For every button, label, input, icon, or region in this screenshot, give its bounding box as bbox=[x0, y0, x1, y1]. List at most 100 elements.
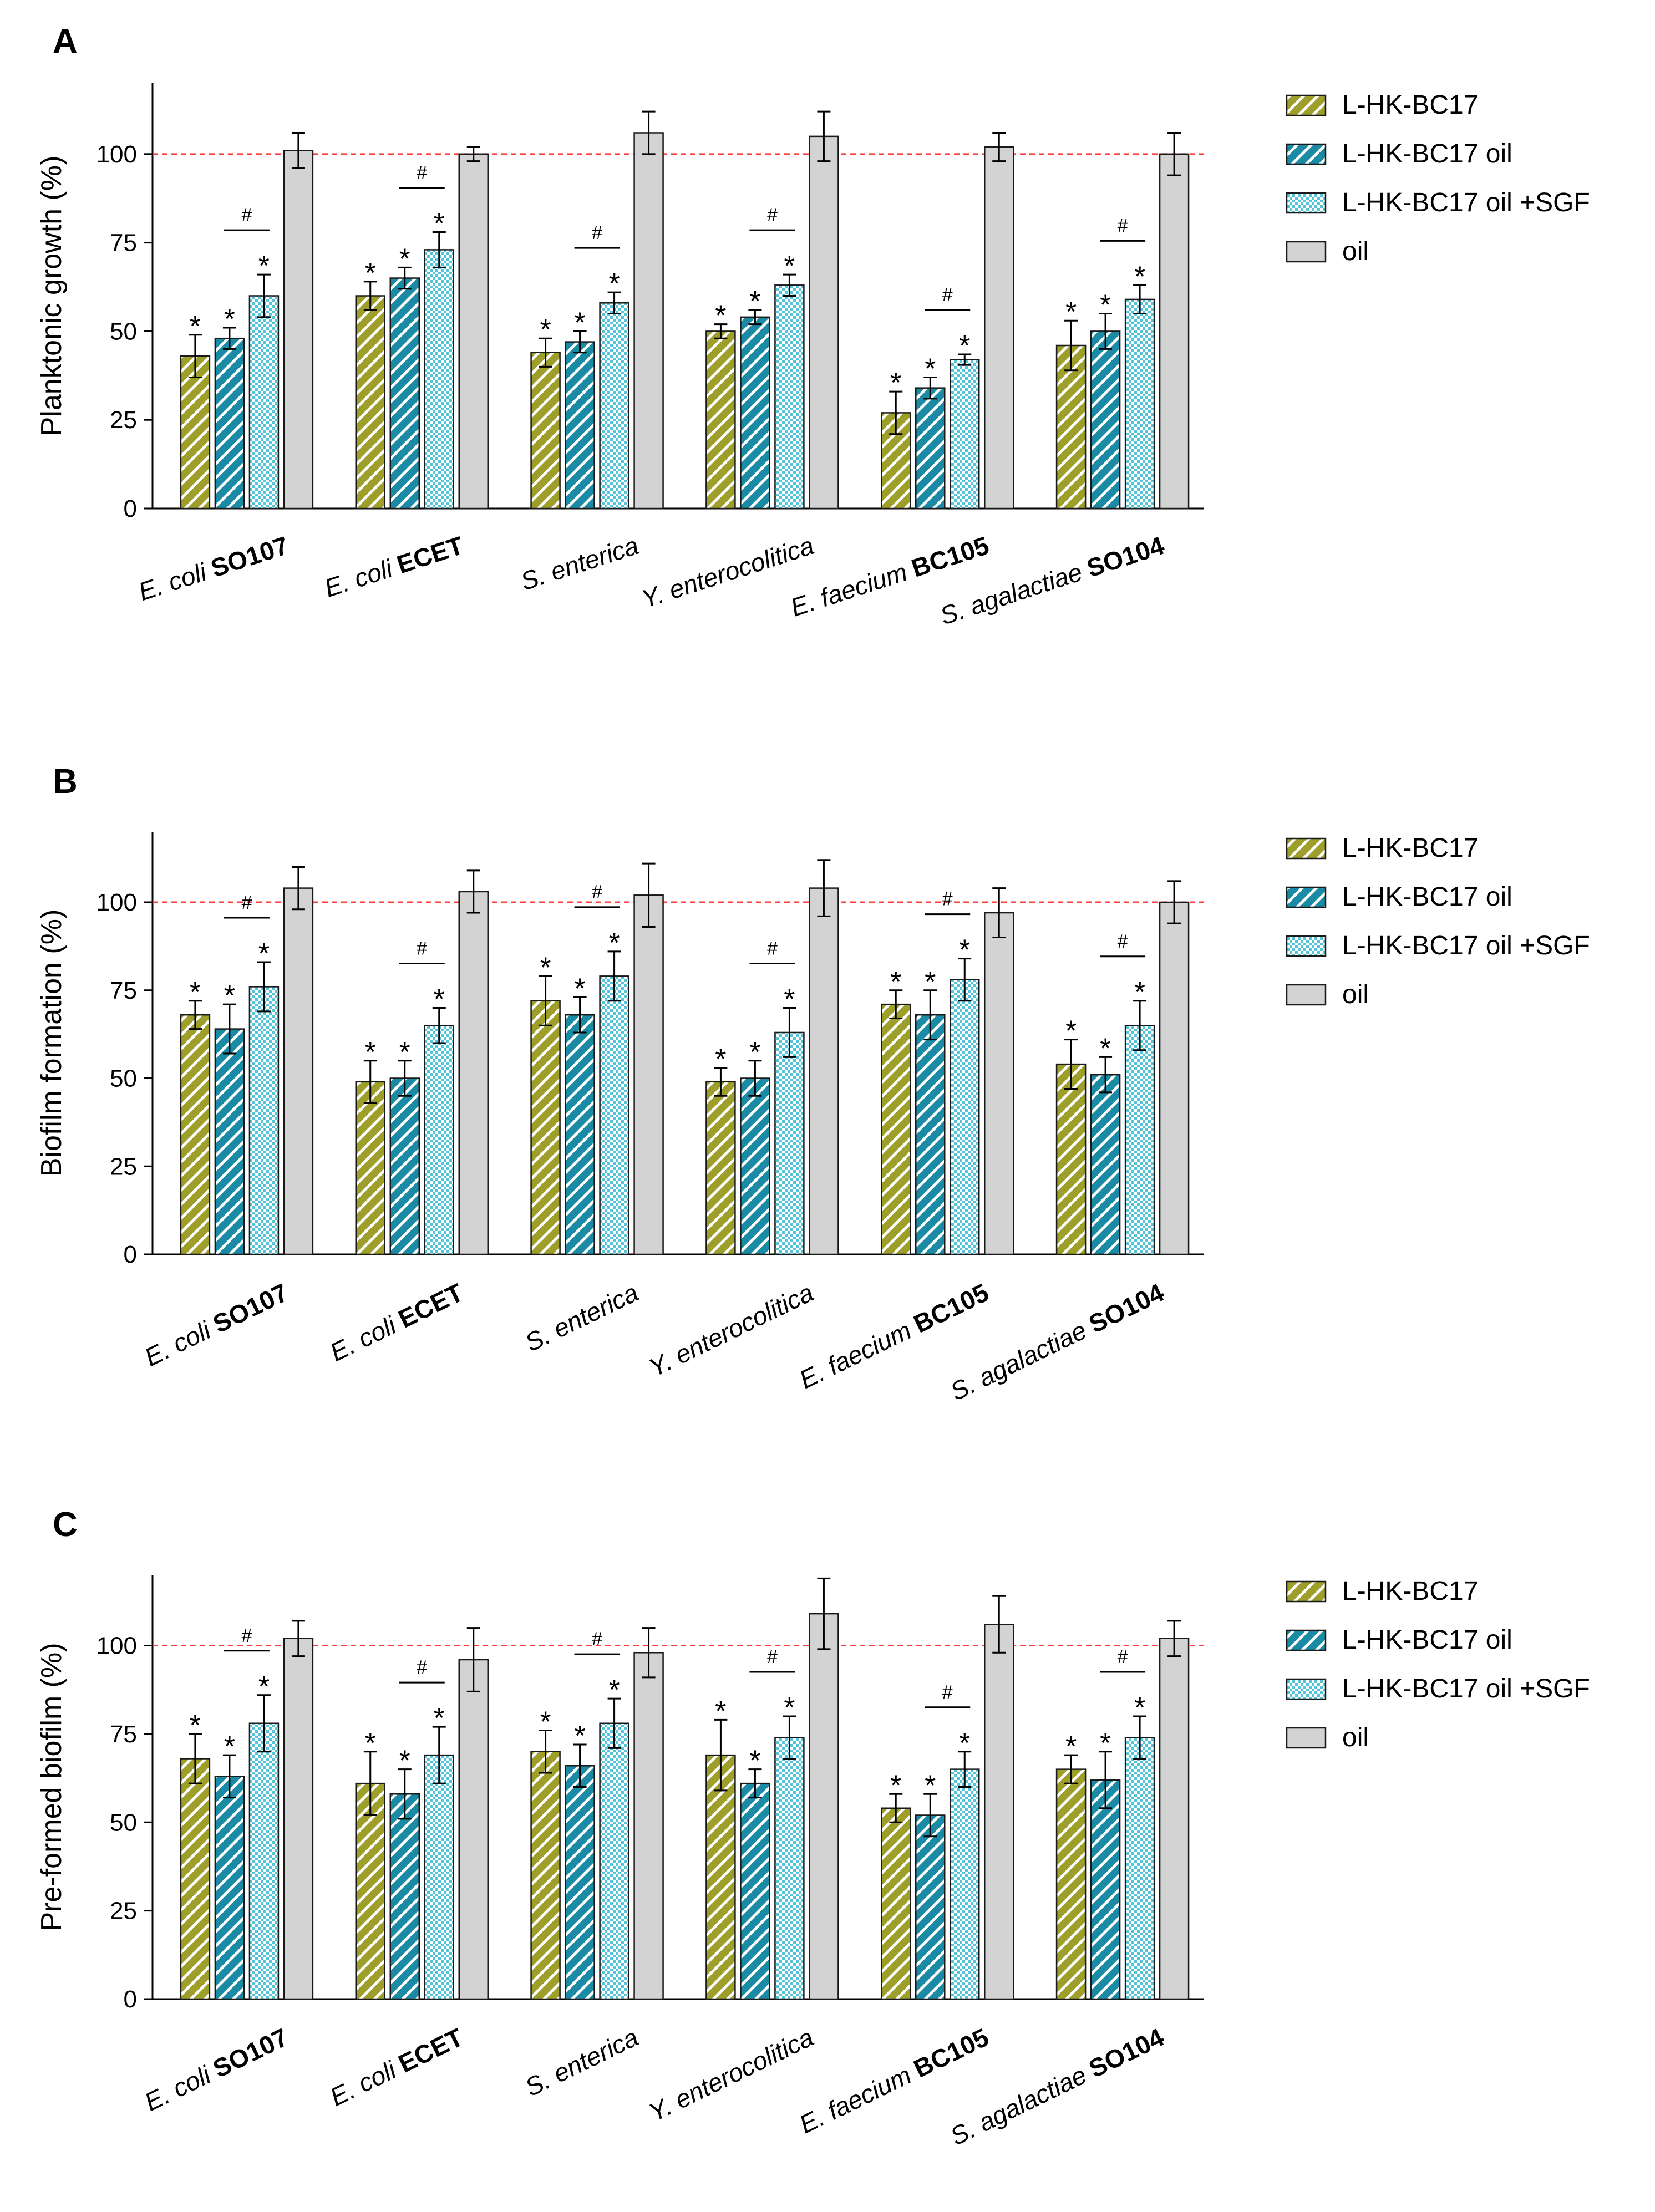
x-tick-strain: SO104 bbox=[1084, 1278, 1169, 1339]
legend-swatch bbox=[1286, 886, 1327, 908]
x-tick-label: E. coliECET bbox=[326, 1278, 468, 1367]
legend-label: L-HK-BC17 oil bbox=[1342, 139, 1512, 169]
bar-group: ***#Y. enterocolitica bbox=[644, 859, 839, 1382]
chart-panel-C: C Pre-formed biofilm (%) 0 25 50 75 100 * * * # E. … bbox=[35, 1506, 1590, 2151]
legend-label: L-HK-BC17 oil +SGF bbox=[1342, 1674, 1590, 1704]
bar-group: * * * # E. coliSO107 bbox=[140, 1620, 314, 2117]
x-tick-label: E. coliECET bbox=[326, 2022, 468, 2112]
bar bbox=[1124, 298, 1155, 510]
significance-star: * bbox=[749, 286, 760, 318]
hash-marker: # bbox=[767, 938, 778, 959]
significance-star: * bbox=[890, 966, 901, 998]
y-tick-label: 100 bbox=[97, 141, 137, 168]
bar bbox=[248, 295, 280, 510]
bar bbox=[881, 1807, 911, 2000]
bar bbox=[633, 132, 664, 510]
significance-star: * bbox=[434, 207, 445, 240]
significance-star: * bbox=[749, 1036, 760, 1069]
legend-swatch bbox=[1286, 1580, 1327, 1603]
bar-group: ***#Y. enterocolitica bbox=[644, 1577, 839, 2127]
x-tick-species: E. faecium bbox=[787, 557, 911, 622]
significance-star: * bbox=[1100, 1033, 1111, 1065]
bar bbox=[984, 146, 1014, 510]
y-tick-label: 25 bbox=[110, 406, 137, 434]
bar bbox=[530, 352, 561, 510]
legend: L-HK-BC17 L-HK-BC17 oil L-HK-BC17 oil +SGF… bbox=[1286, 833, 1590, 1009]
bar bbox=[599, 1722, 629, 2000]
hash-marker: # bbox=[241, 1625, 252, 1646]
hash-marker: # bbox=[417, 1657, 427, 1678]
bar bbox=[915, 1014, 946, 1255]
bar bbox=[355, 1081, 385, 1255]
significance-star: * bbox=[608, 268, 620, 300]
bar bbox=[984, 1624, 1014, 2000]
significance-star: * bbox=[715, 1043, 726, 1075]
legend-swatch bbox=[1286, 1678, 1327, 1700]
bar bbox=[1124, 1025, 1155, 1255]
x-tick-strain: SO104 bbox=[1084, 2022, 1169, 2083]
legend-label: oil bbox=[1342, 980, 1369, 1009]
significance-star: * bbox=[1100, 289, 1111, 321]
y-tick-label: 100 bbox=[97, 889, 137, 916]
bar bbox=[283, 150, 314, 510]
significance-star: * bbox=[890, 367, 901, 399]
bar-group: * * * # E. coliECET bbox=[326, 869, 489, 1367]
hash-marker: # bbox=[417, 162, 427, 183]
x-tick-strain: BC105 bbox=[909, 1278, 993, 1339]
panel-letter: C bbox=[53, 1506, 78, 1544]
bar bbox=[1159, 153, 1190, 510]
y-tick-label: 0 bbox=[124, 495, 137, 522]
x-tick-strain: ECET bbox=[393, 531, 467, 579]
hash-marker: # bbox=[942, 284, 953, 306]
bar bbox=[705, 1081, 736, 1255]
bar bbox=[950, 359, 980, 510]
hash-marker: # bbox=[942, 889, 953, 910]
x-tick-species: S. enterica bbox=[521, 2022, 643, 2102]
x-tick-label: S. enterica bbox=[521, 1278, 643, 1357]
bar bbox=[458, 153, 489, 510]
bar bbox=[355, 1782, 385, 2000]
bar-group: ***#Y. enterocolitica bbox=[638, 110, 839, 613]
bar-group: * * * # E. coliSO107 bbox=[135, 131, 314, 606]
y-tick-label: 25 bbox=[110, 1898, 137, 1925]
bar-group: * * * # E. coliSO107 bbox=[140, 866, 314, 1372]
bar-group: * * * # S. agalactiaeSO104 bbox=[946, 1620, 1190, 2151]
y-axis-label: Pre-formed biofilm (%) bbox=[35, 1643, 68, 1931]
significance-star: * bbox=[574, 973, 585, 1005]
significance-star: * bbox=[224, 1731, 235, 1763]
significance-star: * bbox=[1065, 296, 1077, 328]
legend-label: L-HK-BC17 bbox=[1342, 833, 1478, 863]
bar bbox=[1124, 1737, 1155, 2000]
legend-label: L-HK-BC17 oil bbox=[1342, 1625, 1512, 1655]
x-tick-species: E. coli bbox=[326, 2055, 402, 2112]
bar-group: * * * # S. enterica bbox=[521, 862, 664, 1357]
bar bbox=[458, 1659, 489, 2000]
hash-marker: # bbox=[1118, 931, 1128, 952]
x-tick-strain: BC105 bbox=[909, 2022, 993, 2083]
x-tick-strain: SO104 bbox=[1083, 531, 1168, 583]
significance-star: * bbox=[890, 1769, 901, 1802]
legend-label: L-HK-BC17 oil bbox=[1342, 882, 1512, 912]
significance-star: * bbox=[224, 303, 235, 335]
bar bbox=[389, 1077, 420, 1255]
bar bbox=[774, 284, 805, 510]
bar bbox=[283, 1638, 314, 2000]
y-axis-label: Biofilm formation (%) bbox=[35, 909, 68, 1177]
x-tick-species: S. agalactiae bbox=[946, 1315, 1091, 1406]
bar bbox=[180, 355, 211, 510]
bar bbox=[740, 316, 770, 510]
hash-marker: # bbox=[592, 1629, 602, 1650]
bar bbox=[950, 979, 980, 1255]
bar bbox=[740, 1782, 770, 2000]
legend-label: L-HK-BC17 oil +SGF bbox=[1342, 931, 1590, 960]
hash-marker: # bbox=[241, 205, 252, 226]
bar bbox=[1055, 1768, 1087, 2000]
significance-star: * bbox=[540, 314, 551, 346]
bar bbox=[180, 1014, 211, 1255]
legend-label: oil bbox=[1342, 237, 1369, 266]
x-tick-label: E. coliSO107 bbox=[135, 531, 292, 606]
x-tick-strain: SO107 bbox=[209, 1278, 293, 1339]
hash-marker: # bbox=[942, 1682, 953, 1703]
legend-swatch bbox=[1286, 935, 1327, 957]
